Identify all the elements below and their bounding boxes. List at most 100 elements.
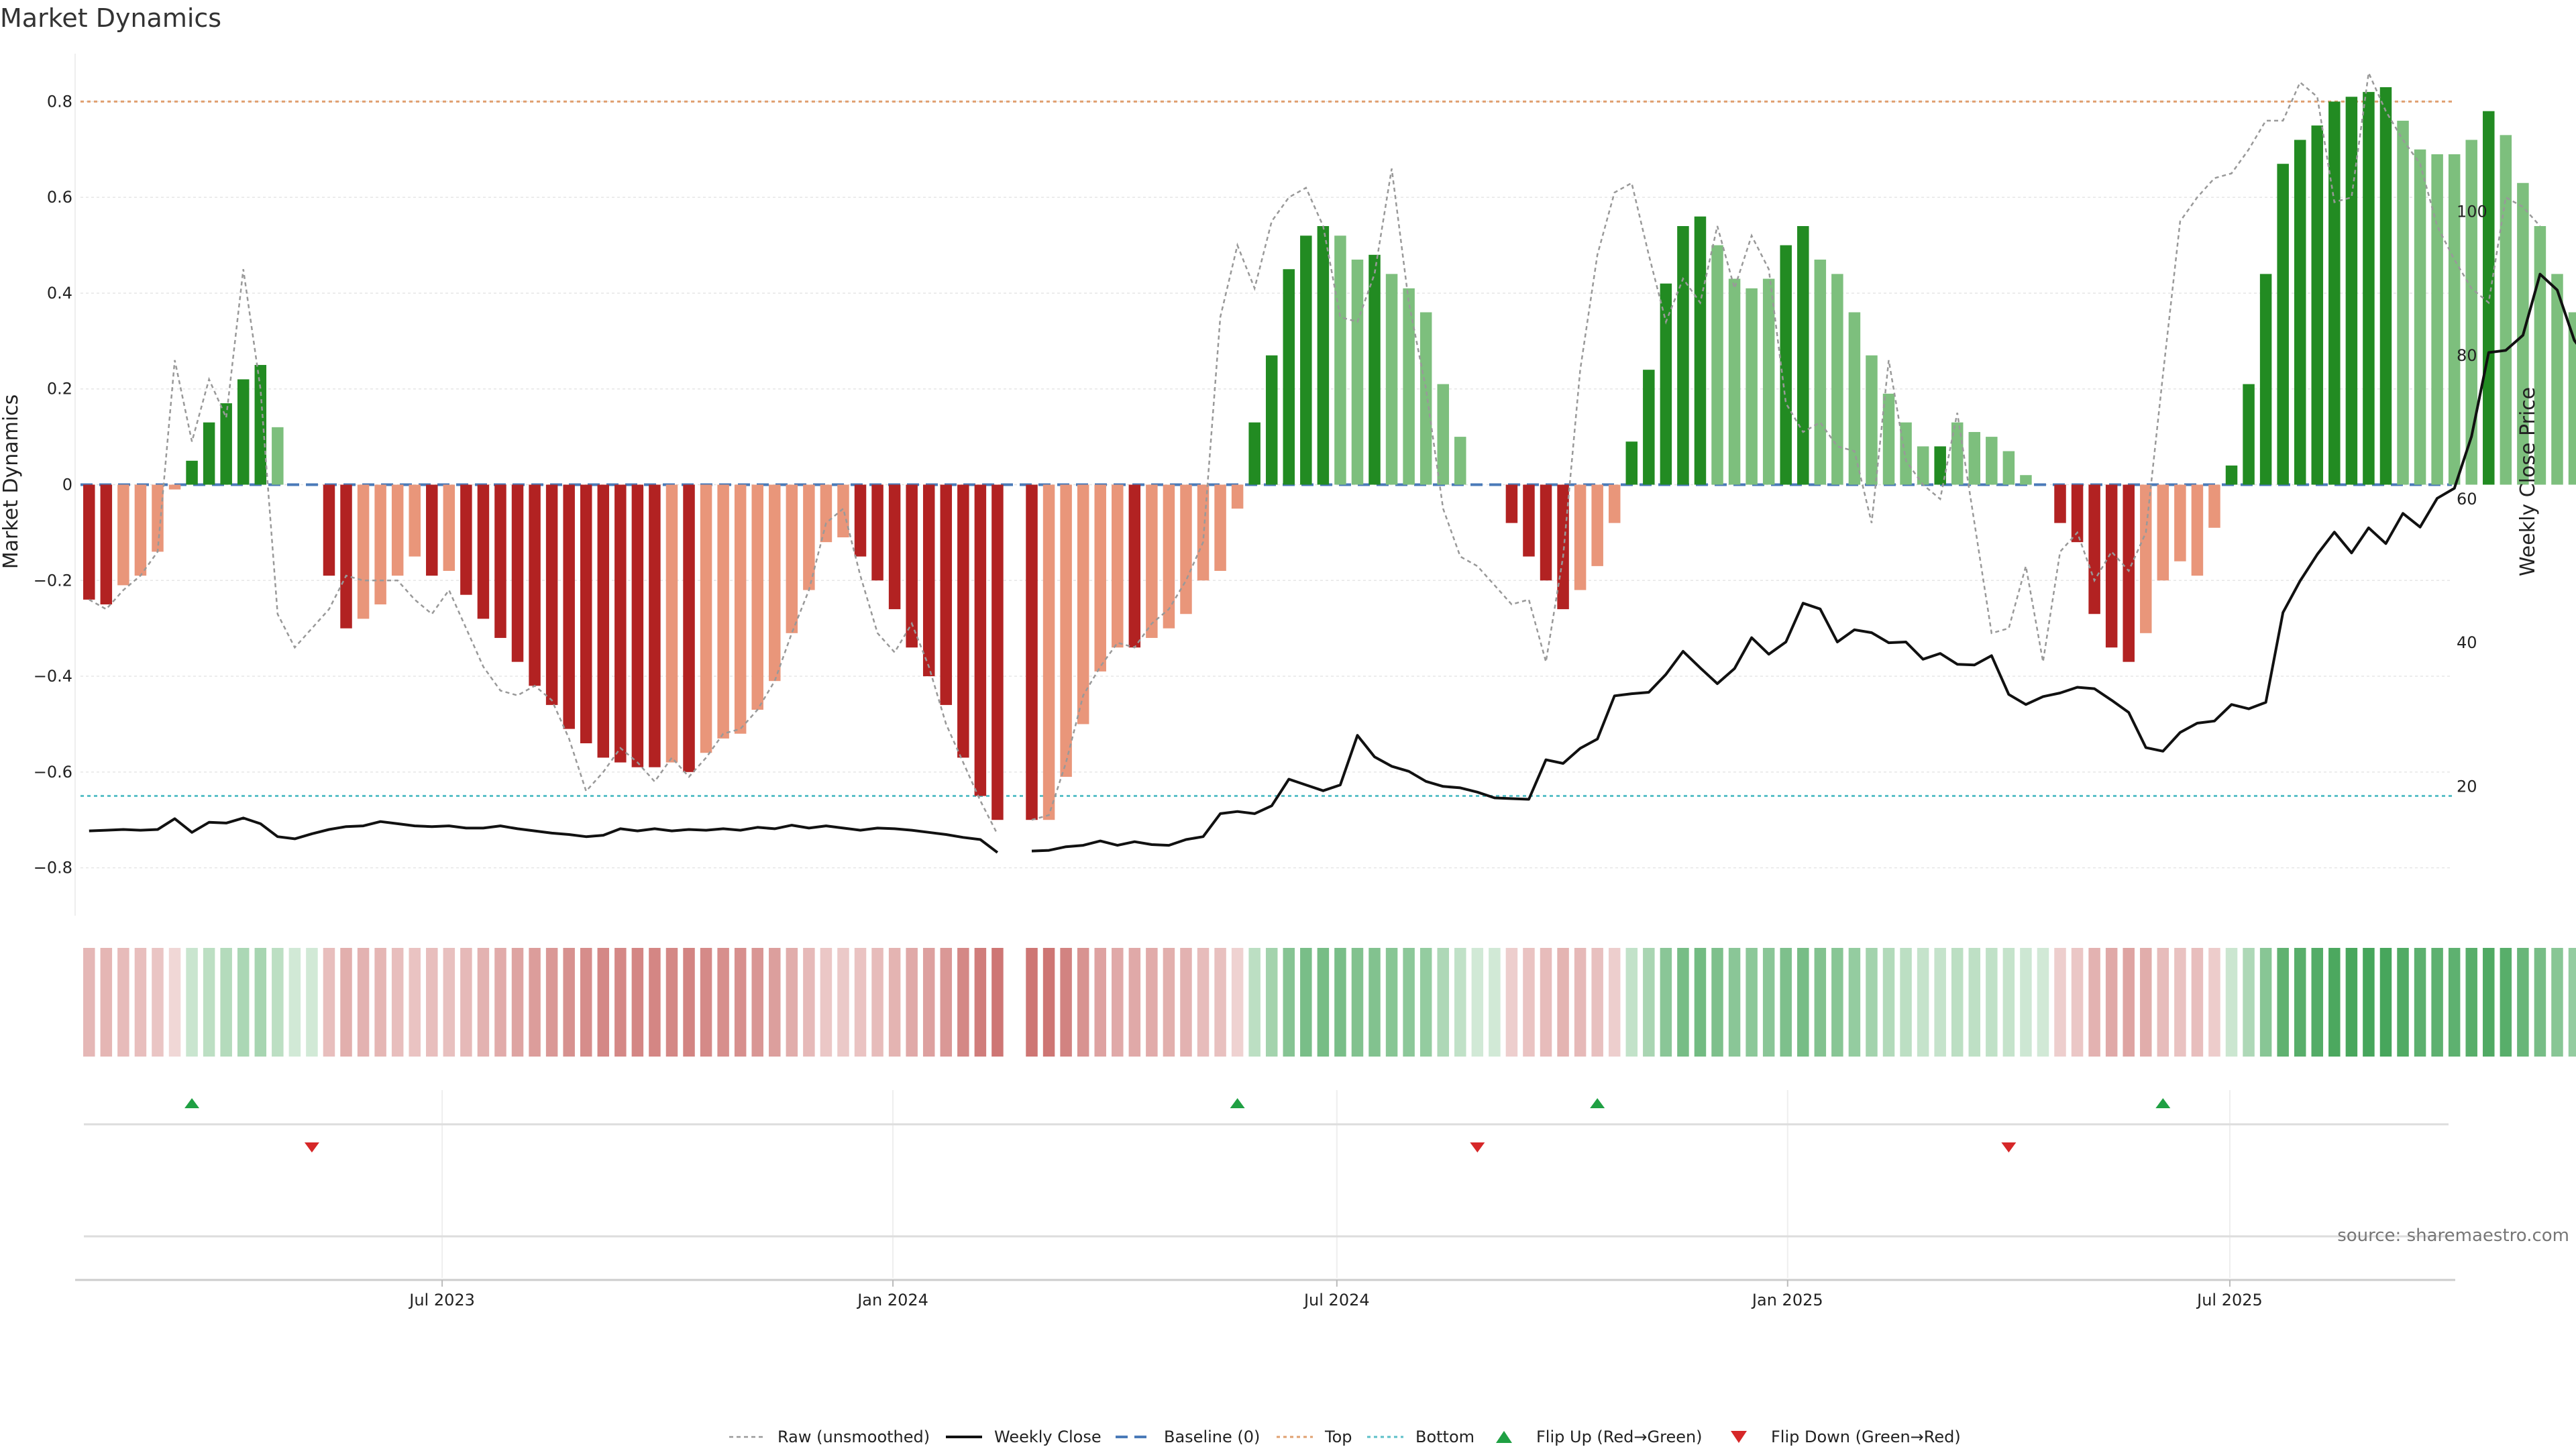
dynamics-bar [168, 484, 181, 490]
heat-cell [1505, 948, 1518, 1057]
flip-down-marker [304, 1142, 319, 1152]
heat-cell [2311, 948, 2324, 1057]
heat-cell [1334, 948, 1346, 1057]
dynamics-bar [1403, 288, 1415, 485]
heat-cell [871, 948, 883, 1057]
left-tick-label: 0.4 [47, 284, 72, 303]
heat-cell [1300, 948, 1312, 1057]
heat-cell [649, 948, 661, 1057]
dynamics-bar [803, 484, 815, 590]
dynamics-bar [974, 484, 987, 796]
heat-cell [2259, 948, 2272, 1057]
heat-cell [2534, 948, 2546, 1057]
legend-label: Flip Down (Green→Red) [1771, 1428, 1961, 1446]
heat-cell [1146, 948, 1158, 1057]
flip-up-marker [184, 1098, 200, 1108]
heat-cell [1128, 948, 1141, 1057]
dynamics-bar [991, 484, 1004, 820]
heat-cell [1163, 948, 1175, 1057]
heat-cell [1026, 948, 1038, 1057]
dynamics-bar [1986, 437, 1998, 485]
dynamics-bar [2208, 484, 2220, 528]
dynamics-bar [1163, 484, 1175, 629]
dynamics-bar [717, 484, 729, 739]
heat-cell [2243, 948, 2255, 1057]
dynamics-bar [426, 484, 438, 576]
heat-cell [2294, 948, 2306, 1057]
dynamics-bar [2243, 384, 2255, 485]
heat-cell [580, 948, 592, 1057]
raw-line [1031, 70, 2541, 821]
weekly-close-line [89, 816, 999, 854]
heat-cell [1591, 948, 1603, 1057]
dynamics-bar [1523, 484, 1535, 557]
left-tick-label: 0 [62, 476, 72, 494]
legend-flip-up-icon [1496, 1431, 1512, 1443]
heat-cell [83, 948, 95, 1057]
heat-cell [323, 948, 335, 1057]
dynamics-bar [854, 484, 867, 557]
dynamics-bar [957, 484, 969, 758]
heat-cell [2071, 948, 2084, 1057]
dynamics-bar [272, 427, 284, 485]
dynamics-bar [2448, 154, 2461, 485]
heat-strip [83, 948, 2576, 1057]
right-axis-title: Weekly Close Price [2516, 387, 2540, 576]
legend-label: Flip Up (Red→Green) [1536, 1428, 1703, 1446]
right-tick-label: 80 [2457, 346, 2477, 365]
heat-cell [906, 948, 918, 1057]
heat-cell [374, 948, 386, 1057]
flip-up-marker [1590, 1098, 1605, 1108]
dynamics-bar [2002, 451, 2015, 485]
left-tick-label: −0.2 [34, 571, 72, 590]
heat-cell [734, 948, 747, 1057]
dynamics-bar [1831, 274, 1843, 485]
heat-cell [272, 948, 284, 1057]
heat-cell [1231, 948, 1244, 1057]
dynamics-bar [254, 365, 267, 485]
heat-cell [134, 948, 147, 1057]
dynamics-bar [2277, 164, 2289, 485]
dynamics-bar [597, 484, 610, 758]
heat-cell [665, 948, 678, 1057]
dynamics-bar [683, 484, 695, 772]
dynamics-bar [1694, 216, 1707, 485]
heat-cell [786, 948, 798, 1057]
legend-label: Raw (unsmoothed) [777, 1428, 930, 1446]
heat-cell [1248, 948, 1260, 1057]
heat-cell [1866, 948, 1878, 1057]
heat-cell [477, 948, 490, 1057]
dynamics-bar [1077, 484, 1089, 724]
dynamics-bar [563, 484, 575, 729]
dynamics-bar [1060, 484, 1072, 777]
weekly-close-series [89, 272, 2576, 854]
heat-cell [391, 948, 404, 1057]
heat-cell [1934, 948, 1946, 1057]
dynamics-bar [1934, 446, 1946, 485]
heat-cell [288, 948, 301, 1057]
dynamics-bar [2311, 125, 2324, 485]
dynamics-bar [2174, 484, 2186, 561]
dynamics-bar [1231, 484, 1244, 509]
left-tick-label: −0.8 [34, 859, 72, 877]
dynamics-bar [1128, 484, 1141, 648]
raw-series [89, 70, 2541, 835]
legend: Raw (unsmoothed) Weekly Close Baseline (0)… [729, 1428, 1961, 1446]
heat-cell [957, 948, 969, 1057]
dynamics-bar [1265, 355, 1278, 485]
dynamics-bar [2328, 101, 2341, 485]
left-tick-label: −0.4 [34, 667, 72, 686]
heat-cell [2105, 948, 2118, 1057]
legend-label: Bottom [1415, 1428, 1474, 1446]
heat-cell [254, 948, 267, 1057]
heat-cell [1625, 948, 1638, 1057]
heat-cell [1608, 948, 1621, 1057]
dynamics-bar [2259, 274, 2272, 485]
dynamics-bar [1951, 422, 1964, 485]
dynamics-bar [1677, 226, 1689, 485]
heat-cell [1112, 948, 1124, 1057]
heat-cell [2208, 948, 2220, 1057]
dynamics-bar [2397, 120, 2409, 485]
heat-cell [1523, 948, 1535, 1057]
flip-down-marker [2001, 1142, 2017, 1152]
